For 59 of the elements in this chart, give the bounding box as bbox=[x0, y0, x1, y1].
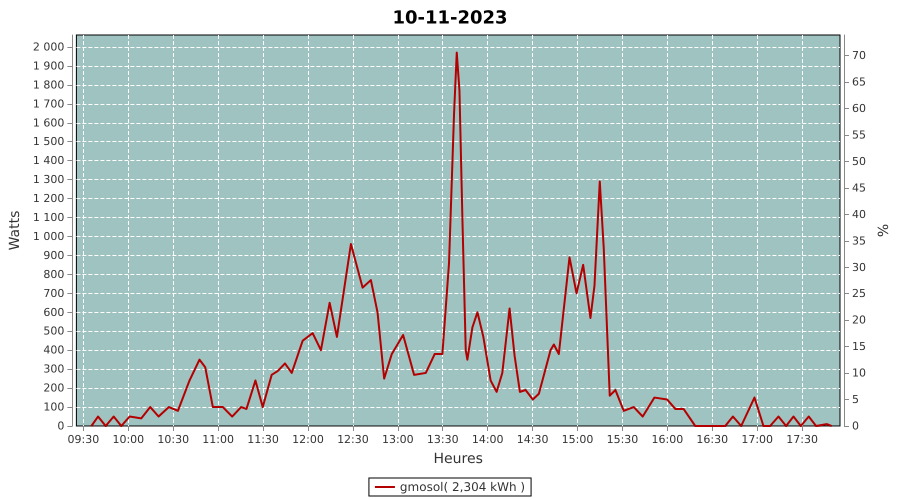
y2-axis-title: % bbox=[876, 224, 892, 238]
y2-tick-label: 25 bbox=[852, 287, 866, 300]
y-tick-label: 1 400 bbox=[32, 154, 64, 168]
x-tick-label: 11:00 bbox=[202, 433, 234, 446]
y-tick-label: 100 bbox=[43, 400, 64, 414]
y-tick-label: 1 300 bbox=[32, 173, 64, 186]
y-tick-label: 0 bbox=[57, 420, 64, 432]
y2-tick-label: 10 bbox=[852, 366, 866, 380]
x-tick-label: 15:00 bbox=[562, 433, 594, 446]
y2-tick-label: 20 bbox=[852, 314, 866, 327]
y-tick-label: 800 bbox=[43, 268, 64, 281]
y-tick-label: 300 bbox=[43, 362, 64, 376]
x-tick-label: 10:00 bbox=[112, 433, 144, 446]
y2-tick-label: 0 bbox=[852, 420, 859, 432]
x-tick-label: 14:30 bbox=[516, 433, 548, 446]
y-tick-label: 2 000 bbox=[32, 40, 64, 54]
y-tick-label: 1 200 bbox=[32, 192, 64, 206]
y2-tick-label: 65 bbox=[852, 76, 866, 89]
x-tick-label: 12:30 bbox=[337, 433, 369, 446]
x-tick-label: 13:00 bbox=[382, 433, 414, 446]
y-tick-label: 700 bbox=[43, 286, 64, 300]
y2-tick-label: 45 bbox=[852, 181, 866, 194]
y-tick-label: 900 bbox=[43, 248, 64, 262]
x-tick-label: 14:00 bbox=[472, 433, 504, 446]
y-tick-label: 1 600 bbox=[32, 116, 64, 130]
y-tick-label: 500 bbox=[43, 324, 64, 338]
y2-tick-label: 35 bbox=[852, 234, 866, 248]
x-tick-label: 13:30 bbox=[426, 433, 459, 446]
y2-tick-label: 40 bbox=[852, 208, 866, 221]
x-tick-label: 17:30 bbox=[786, 433, 818, 446]
x-tick-label: 16:30 bbox=[696, 433, 728, 446]
y-tick-label: 1 900 bbox=[32, 59, 64, 72]
y-tick-label: 600 bbox=[43, 306, 64, 319]
line-series bbox=[90, 52, 833, 427]
y2-tick-label: 30 bbox=[852, 260, 866, 274]
x-tick-label: 12:00 bbox=[292, 433, 324, 446]
y2-tick-label: 5 bbox=[852, 393, 859, 406]
x-tick-label: 17:00 bbox=[741, 433, 774, 446]
y2-tick-label: 55 bbox=[852, 128, 866, 142]
y2-tick-label: 50 bbox=[852, 154, 866, 168]
x-tick-label: 11:30 bbox=[247, 433, 279, 446]
y2-tick-label: 60 bbox=[852, 102, 866, 116]
y-tick-label: 1 000 bbox=[32, 230, 64, 243]
y2-tick-label: 70 bbox=[852, 49, 866, 62]
x-tick-label: 10:30 bbox=[157, 433, 190, 446]
chart-title: 10-11-2023 bbox=[392, 8, 508, 28]
y-axis-title: Watts bbox=[7, 210, 23, 250]
x-tick-label: 09:30 bbox=[68, 433, 100, 446]
y-tick-label: 200 bbox=[43, 382, 64, 395]
x-tick-label: 15:30 bbox=[606, 433, 638, 446]
x-axis-title: Heures bbox=[434, 451, 483, 467]
x-tick-label: 16:00 bbox=[651, 433, 684, 446]
legend-label: gmosol( 2,304 kWh ) bbox=[400, 480, 526, 494]
y-tick-label: 1 700 bbox=[32, 97, 64, 110]
y-tick-label: 1 800 bbox=[32, 78, 64, 92]
y-tick-label: 400 bbox=[43, 344, 64, 357]
y-tick-label: 1 500 bbox=[32, 135, 64, 148]
y2-tick-label: 15 bbox=[852, 340, 866, 354]
y-tick-label: 1 100 bbox=[32, 211, 64, 224]
